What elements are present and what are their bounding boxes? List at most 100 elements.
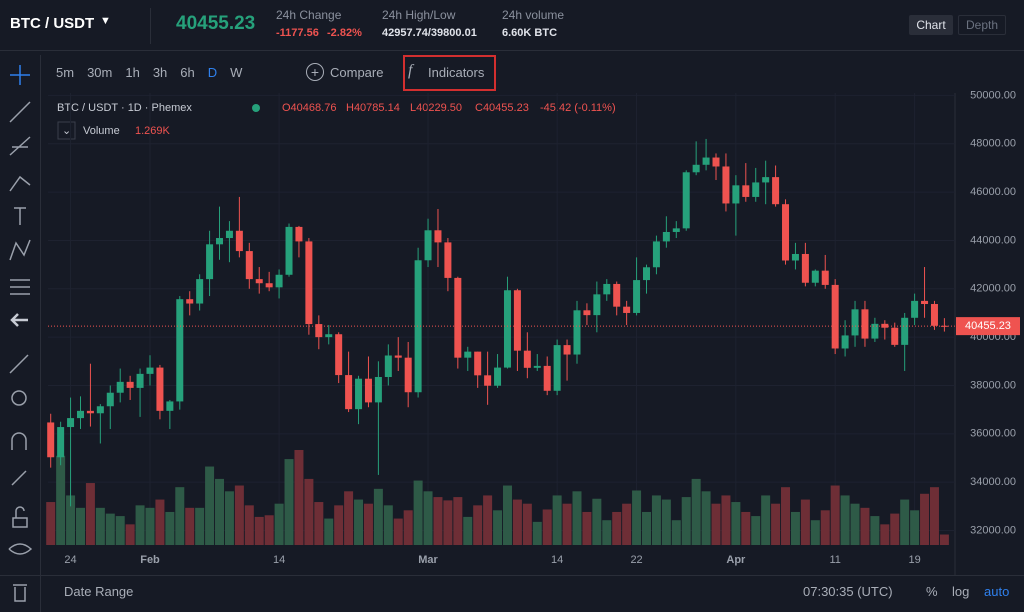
volume-bar bbox=[135, 505, 145, 545]
interval-button[interactable]: 5m bbox=[56, 65, 75, 80]
date-range[interactable]: Date Range bbox=[64, 584, 134, 599]
candle-body bbox=[712, 157, 720, 167]
clock: 07:30:35 (UTC) bbox=[803, 584, 893, 599]
volume-value: 6.60K BTC bbox=[502, 27, 558, 39]
volume-bar bbox=[612, 511, 622, 545]
volume-bar bbox=[373, 488, 383, 545]
change-label: 24h Change bbox=[276, 8, 342, 22]
candle-body bbox=[96, 406, 104, 414]
candle-body bbox=[484, 375, 492, 386]
candle-body bbox=[136, 373, 144, 388]
candle-body bbox=[782, 204, 790, 261]
candle-body bbox=[563, 345, 571, 355]
volume-bar bbox=[314, 502, 324, 545]
volume-toggle[interactable] bbox=[57, 121, 76, 140]
pair[interactable]: BTC / USDT bbox=[10, 15, 95, 32]
percent-toggle[interactable]: % bbox=[926, 584, 938, 599]
volume-bar bbox=[165, 511, 175, 545]
compare-icon[interactable]: + bbox=[306, 63, 324, 81]
volume-bar bbox=[354, 499, 364, 545]
log-toggle[interactable]: log bbox=[952, 584, 970, 599]
pair-caret[interactable]: ▼ bbox=[100, 15, 111, 27]
x-tick-label: 14 bbox=[273, 554, 285, 566]
candle-body bbox=[106, 392, 114, 407]
volume-bar bbox=[423, 491, 433, 545]
interval-button[interactable]: 1h bbox=[125, 65, 140, 80]
candle-body bbox=[295, 226, 303, 242]
interval-button[interactable]: D bbox=[207, 65, 218, 80]
candle-body bbox=[682, 172, 690, 229]
candle-body bbox=[732, 185, 740, 204]
candle-body bbox=[57, 427, 65, 458]
candle-body bbox=[206, 244, 214, 280]
volume-bar bbox=[234, 485, 244, 545]
interval-button[interactable]: W bbox=[230, 65, 243, 80]
candle-body bbox=[831, 284, 839, 349]
y-tick-label: 36000.00 bbox=[970, 428, 1016, 440]
volume-bar bbox=[115, 516, 125, 545]
candle-body bbox=[513, 290, 521, 351]
x-tick-label: 22 bbox=[630, 554, 642, 566]
candle-body bbox=[265, 283, 273, 288]
volume-bar bbox=[939, 534, 949, 545]
left-toolbar bbox=[0, 55, 41, 612]
volume-bar bbox=[751, 516, 761, 545]
volume-bar bbox=[711, 503, 721, 545]
interval-button[interactable]: 6h bbox=[180, 65, 195, 80]
candle-body bbox=[454, 277, 462, 358]
candle-body bbox=[285, 226, 293, 275]
candle-body bbox=[146, 367, 154, 374]
y-tick-label: 32000.00 bbox=[970, 524, 1016, 536]
candle-body bbox=[67, 418, 75, 428]
candle-body bbox=[613, 283, 621, 307]
candle-body bbox=[722, 166, 730, 204]
volume-bar bbox=[820, 510, 830, 545]
volume-bar bbox=[840, 495, 850, 545]
candle-body bbox=[414, 260, 422, 393]
volume-bar bbox=[929, 487, 939, 545]
volume-bar bbox=[185, 507, 195, 545]
candle-body bbox=[772, 177, 780, 205]
volume-bar bbox=[741, 511, 751, 545]
volume-bar bbox=[254, 516, 264, 545]
volume-bar bbox=[761, 495, 771, 545]
candle-body bbox=[464, 351, 472, 358]
candle-body bbox=[76, 410, 84, 419]
candle-body bbox=[821, 270, 829, 285]
auto-toggle[interactable]: auto bbox=[984, 584, 1010, 599]
compare[interactable]: Compare bbox=[330, 65, 384, 80]
indicators[interactable]: Indicators bbox=[428, 65, 485, 80]
volume-bar bbox=[46, 502, 56, 545]
volume-bar bbox=[66, 495, 76, 545]
legend-low: L40229.50 bbox=[410, 102, 462, 114]
tab-chart[interactable]: Chart bbox=[909, 15, 953, 35]
indicators-icon[interactable]: f bbox=[408, 62, 413, 79]
volume-bar bbox=[622, 503, 632, 545]
candle-body bbox=[47, 422, 55, 458]
tab-depth[interactable]: Depth bbox=[958, 15, 1006, 35]
candle-body bbox=[543, 365, 551, 391]
candle-body bbox=[156, 367, 164, 411]
candle-body bbox=[275, 274, 283, 288]
volume-bar bbox=[175, 487, 185, 545]
interval-button[interactable]: 3h bbox=[152, 65, 168, 80]
candle-body bbox=[345, 375, 353, 410]
volume-toggle-icon[interactable]: ⌄ bbox=[62, 125, 71, 137]
candle-body bbox=[305, 241, 313, 325]
candle-body bbox=[583, 310, 591, 316]
volume-bar bbox=[671, 520, 681, 545]
volume-bar bbox=[830, 485, 840, 545]
interval-button[interactable]: 30m bbox=[87, 65, 113, 80]
volume-bar bbox=[75, 507, 85, 545]
x-tick-label: Mar bbox=[418, 554, 438, 566]
volume-bar bbox=[383, 505, 393, 545]
volume-bar bbox=[453, 497, 463, 545]
volume-bar bbox=[552, 495, 562, 545]
candle-body bbox=[891, 327, 899, 345]
candle-body bbox=[692, 164, 700, 173]
candle-body bbox=[921, 300, 929, 305]
volume-bar bbox=[473, 505, 483, 545]
candle-body bbox=[166, 401, 174, 411]
volume-bar bbox=[701, 491, 711, 545]
legend-change: -45.42 (-0.11%) bbox=[540, 102, 616, 114]
